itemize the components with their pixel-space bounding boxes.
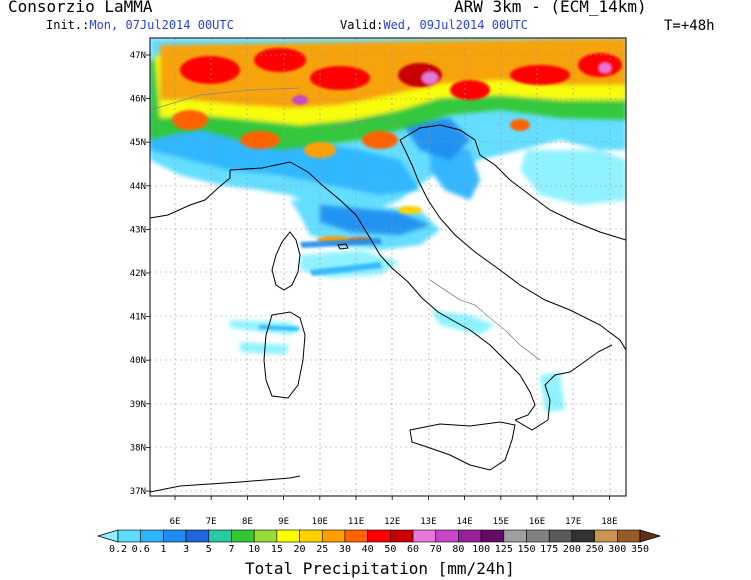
colorbar-swatch xyxy=(594,529,618,543)
valid-label: Valid: xyxy=(340,18,384,32)
colorbar-labels: 0.2 0.6 1 3 5 7 10 15 20 25 30 40 50 60 70 80 100 125 150 1… xyxy=(0,544,751,558)
lon-label-10E: 10E xyxy=(312,517,328,527)
colorbar-swatch xyxy=(435,529,459,543)
colorbar-level-label: 60 xyxy=(407,544,420,555)
colorbar-level-label: 80 xyxy=(452,544,465,555)
lon-label-6E: 6E xyxy=(170,517,181,527)
lat-label-42N: 42N xyxy=(130,269,146,279)
colorbar-level-label: 50 xyxy=(384,544,397,555)
colorbar-level-label: 150 xyxy=(517,544,536,555)
colorbar-level-label: 40 xyxy=(361,544,374,555)
lon-label-9E: 9E xyxy=(278,517,289,527)
precipitation-field xyxy=(150,38,626,412)
lon-label-16E: 16E xyxy=(529,517,545,527)
lat-label-38N: 38N xyxy=(130,443,146,453)
latitude-labels: 47N 46N 45N 44N 43N 42N 41N 40N 39N 38N 37N xyxy=(130,51,150,497)
init-label: Init.: xyxy=(46,18,90,32)
lat-label-46N: 46N xyxy=(130,95,146,105)
model-label: ARW 3km - (ECM_14km) xyxy=(454,0,647,16)
colorbar-level-label: 125 xyxy=(494,544,513,555)
colorbar-level-label: 175 xyxy=(540,544,559,555)
lon-label-13E: 13E xyxy=(420,517,436,527)
lat-label-37N: 37N xyxy=(130,487,146,497)
colorbar-high-arrow xyxy=(639,529,662,543)
colorbar-level-label: 70 xyxy=(429,544,442,555)
colorbar-swatch xyxy=(390,529,414,543)
lat-label-44N: 44N xyxy=(130,182,146,192)
colorbar-level-label: 30 xyxy=(338,544,351,555)
colorbar-level-label: 15 xyxy=(270,544,283,555)
colorbar-swatch xyxy=(571,529,595,543)
lon-label-11E: 11E xyxy=(348,517,364,527)
colorbar-level-label: 7 xyxy=(228,544,235,555)
colorbar-level-label: 20 xyxy=(293,544,306,555)
colorbar-swatch xyxy=(231,529,255,543)
lat-label-47N: 47N xyxy=(130,51,146,61)
lon-label-18E: 18E xyxy=(601,517,617,527)
colorbar-level-label: 300 xyxy=(608,544,627,555)
colorbar-swatch xyxy=(208,529,232,543)
colorbar-swatch xyxy=(480,529,505,543)
init-time: Init.:Mon, 07Jul2014 00UTC xyxy=(46,18,234,32)
colorbar-swatch xyxy=(253,529,278,543)
graticule xyxy=(150,38,626,496)
map-frame xyxy=(149,37,627,497)
colorbar-low-arrow xyxy=(96,529,119,543)
colorbar-swatch xyxy=(163,529,187,543)
colorbar-swatch xyxy=(276,529,300,543)
longitude-labels: 6E 7E 8E 9E 10E 11E 12E 13E 14E 15E 16E 17E 18E xyxy=(170,496,618,527)
lat-label-41N: 41N xyxy=(130,313,146,323)
colorbar-swatch xyxy=(548,529,573,543)
lon-label-12E: 12E xyxy=(384,517,400,527)
colorbar-swatch xyxy=(458,529,482,543)
colorbar-level-label: 0.6 xyxy=(131,544,150,555)
lon-label-14E: 14E xyxy=(456,517,472,527)
colorbar-level-label: 1 xyxy=(160,544,167,555)
colorbar-level-label: 200 xyxy=(562,544,581,555)
lat-label-45N: 45N xyxy=(130,138,146,148)
lon-label-7E: 7E xyxy=(206,517,217,527)
colorbar-swatch xyxy=(367,529,391,543)
forecast-step: T=+48h xyxy=(664,18,715,34)
colorbar-swatch xyxy=(299,529,323,543)
colorbar-swatch xyxy=(117,529,141,543)
colorbar-level-label: 3 xyxy=(183,544,190,555)
colorbar-level-label: 250 xyxy=(585,544,604,555)
colorbar-swatch xyxy=(321,529,346,543)
colorbar-swatch xyxy=(617,529,641,543)
lat-label-40N: 40N xyxy=(130,356,146,366)
valid-time: Valid:Wed, 09Jul2014 00UTC xyxy=(340,18,528,32)
colorbar-level-label: 5 xyxy=(205,544,212,555)
coastlines xyxy=(150,124,626,493)
colorbar-swatch xyxy=(140,529,164,543)
colorbar-swatch xyxy=(526,529,550,543)
colorbar-swatch xyxy=(503,529,527,543)
lon-label-17E: 17E xyxy=(565,517,581,527)
init-value: Mon, 07Jul2014 00UTC xyxy=(89,18,234,32)
lon-label-8E: 8E xyxy=(242,517,253,527)
colorbar-level-label: 0.2 xyxy=(108,544,128,555)
lon-label-15E: 15E xyxy=(493,517,509,527)
colorbar-swatch xyxy=(344,529,368,543)
borders xyxy=(150,87,541,361)
colorbar xyxy=(96,529,662,543)
colorbar-swatch xyxy=(185,529,210,543)
colorbar-level-label: 350 xyxy=(630,544,650,555)
colorbar-level-label: 10 xyxy=(248,544,261,555)
colorbar-swatch xyxy=(412,529,437,543)
lat-label-39N: 39N xyxy=(130,400,146,410)
lat-label-43N: 43N xyxy=(130,225,146,235)
valid-value: Wed, 09Jul2014 00UTC xyxy=(383,18,528,32)
app-title: Consorzio LaMMA xyxy=(8,0,153,16)
colorbar-level-label: 25 xyxy=(316,544,329,555)
colorbar-level-label: 100 xyxy=(472,544,491,555)
colorbar-title: Total Precipitation [mm/24h] xyxy=(245,559,515,578)
